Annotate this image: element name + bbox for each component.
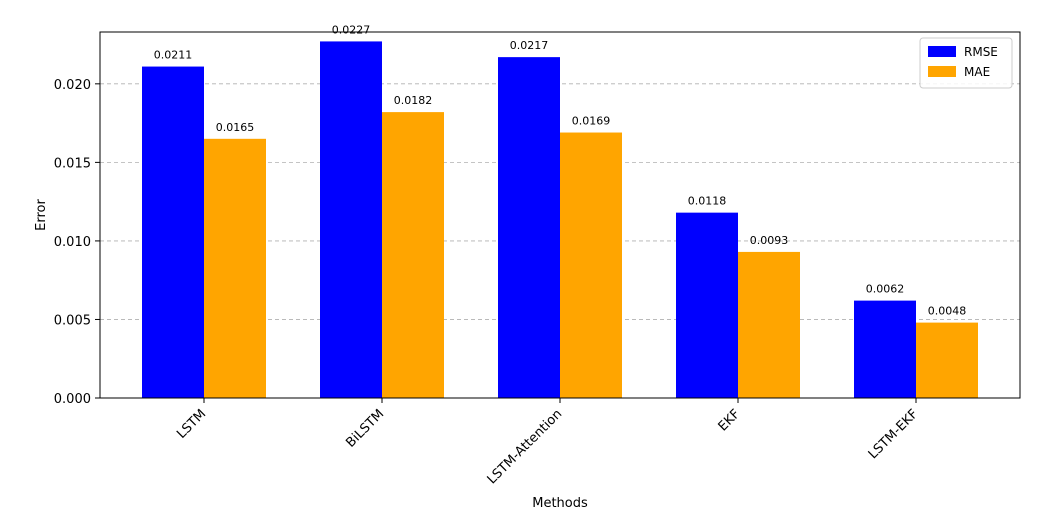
legend-swatch-rmse: [928, 46, 956, 57]
x-tick-label: LSTM-Attention: [485, 407, 566, 488]
data-label: 0.0217: [510, 39, 549, 52]
data-label: 0.0165: [216, 121, 255, 134]
data-label: 0.0118: [688, 195, 727, 208]
bar-mae-lstm: [204, 138, 266, 399]
x-tick-label: LSTM: [174, 407, 209, 442]
x-tick-label: LSTM-EKF: [866, 407, 922, 463]
data-label: 0.0182: [394, 94, 433, 107]
bar-rmse-lstm-attention: [498, 57, 560, 398]
legend: RMSE MAE: [919, 37, 1013, 89]
y-axis-label: Error: [34, 199, 49, 231]
x-axis-label: Methods: [532, 496, 588, 511]
data-label: 0.0227: [332, 23, 371, 36]
bar-rmse-lstm-ekf: [854, 300, 916, 398]
data-label: 0.0048: [928, 305, 967, 318]
bar-rmse-ekf: [676, 212, 738, 398]
y-tick-label: 0.020: [54, 78, 91, 93]
x-tick-label: EKF: [716, 407, 744, 435]
bar-mae-lstm-attention: [560, 132, 622, 398]
bar-mae-ekf: [738, 251, 800, 398]
bar-mae-lstm-ekf: [916, 322, 978, 398]
bars: [142, 41, 978, 399]
data-labels: 0.0211 0.0227 0.0217 0.0118 0.0062 0.0165 0.01…: [154, 23, 967, 317]
bar-rmse-lstm: [142, 66, 204, 399]
data-label: 0.0062: [866, 283, 905, 296]
bar-rmse-bilstm: [320, 41, 382, 398]
bar-mae-bilstm: [382, 112, 444, 399]
data-label: 0.0211: [154, 49, 193, 62]
y-tick-label: 0.015: [54, 156, 91, 171]
y-tick-label: 0.005: [54, 313, 91, 328]
legend-label-mae: MAE: [964, 65, 990, 79]
x-tick-label: BiLSTM: [343, 407, 387, 451]
y-tick-label: 0.000: [54, 392, 91, 407]
legend-label-rmse: RMSE: [964, 45, 998, 59]
y-tick-label: 0.010: [54, 235, 91, 250]
legend-swatch-mae: [928, 66, 956, 77]
data-label: 0.0093: [750, 234, 789, 247]
data-label: 0.0169: [572, 115, 611, 128]
